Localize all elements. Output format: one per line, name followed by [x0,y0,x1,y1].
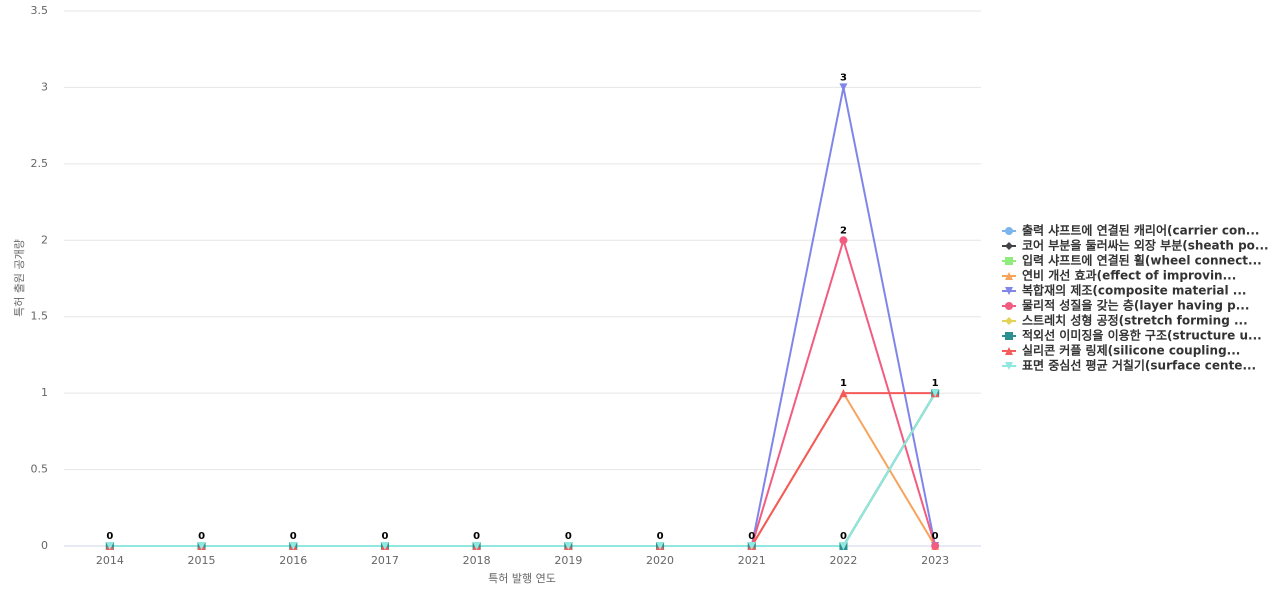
x-tick-label: 2015 [188,554,216,567]
data-label: 0 [473,531,480,542]
y-tick-label: 0 [41,539,48,552]
y-tick-label: 2 [41,233,48,246]
y-tick-label: 1 [41,386,48,399]
x-tick-label: 2014 [96,554,124,567]
data-label: 0 [106,531,113,542]
data-label: 3 [840,72,847,83]
y-tick-label: 2.5 [31,157,49,170]
point-marker [839,83,848,92]
point-marker [747,542,756,550]
x-tick-label: 2018 [463,554,491,567]
data-label: 1 [932,378,939,389]
point-marker [197,542,206,550]
legend-label: 연비 개선 효과(effect of improvin... [1022,268,1236,283]
legend-label: 출력 샤프트에 연결된 캐리어(carrier con... [1022,223,1259,238]
data-label: 0 [748,531,755,542]
legend-label: 물리적 성질을 갖는 층(layer having p... [1022,298,1249,313]
x-tick-label: 2016 [279,554,307,567]
data-label: 0 [565,531,572,542]
legend-label: 코어 부분을 둘러싸는 외장 부분(sheath po... [1022,238,1269,253]
x-tick-label: 2022 [829,554,857,567]
legend-symbol [1005,362,1013,370]
data-label: 0 [198,531,205,542]
y-axis-title: 특허 출원 공개량 [13,239,26,317]
data-label: 0 [840,531,847,542]
x-tick-label: 2017 [371,554,399,567]
legend-symbol [1005,332,1013,340]
point-marker [472,542,481,550]
point-marker [839,542,848,550]
legend-symbol [1005,242,1013,250]
point-marker [105,542,114,550]
point-marker [839,236,848,245]
point-marker [656,542,665,550]
data-label: 2 [840,225,847,236]
data-label: 0 [381,531,388,542]
x-tick-label: 2020 [646,554,674,567]
legend-symbol [1005,347,1013,355]
y-tick-label: 1.5 [31,310,49,323]
legend-symbol [1005,317,1013,325]
point-marker [380,542,389,550]
legend-symbol [1005,227,1013,235]
data-label: 0 [290,531,297,542]
legend-label: 적외선 이미징을 이용한 구조(structure u... [1022,328,1262,343]
series-line [109,392,937,547]
x-tick-label: 2021 [738,554,766,567]
legend-label: 복합재의 제조(composite material ... [1022,283,1246,298]
x-tick-label: 2019 [554,554,582,567]
legend-label: 표면 중심선 평균 거칠기(surface cente... [1022,358,1256,373]
y-tick-label: 3.5 [31,4,49,17]
legend-label: 입력 샤프트에 연결된 휠(wheel connect... [1022,253,1262,268]
data-label: 1 [840,378,847,389]
legend-symbol [1005,257,1013,265]
x-axis-title: 특허 발행 연도 [488,572,556,585]
y-tick-label: 0.5 [31,463,49,476]
point-marker [931,542,940,550]
x-tick-label: 2023 [921,554,949,567]
point-marker [564,542,573,550]
legend-symbol [1005,287,1013,295]
data-label: 0 [657,531,664,542]
legend-symbol [1005,302,1013,310]
legend-label: 실리콘 커플 링제(silicone coupling... [1022,343,1240,358]
y-tick-label: 3 [41,80,48,93]
point-marker [289,542,298,550]
point-marker [931,389,940,398]
legend-symbol [1005,272,1013,280]
point-marker [839,389,848,398]
data-label: 0 [932,531,939,542]
legend-label: 스트레치 성형 공정(stretch forming ... [1022,313,1248,328]
